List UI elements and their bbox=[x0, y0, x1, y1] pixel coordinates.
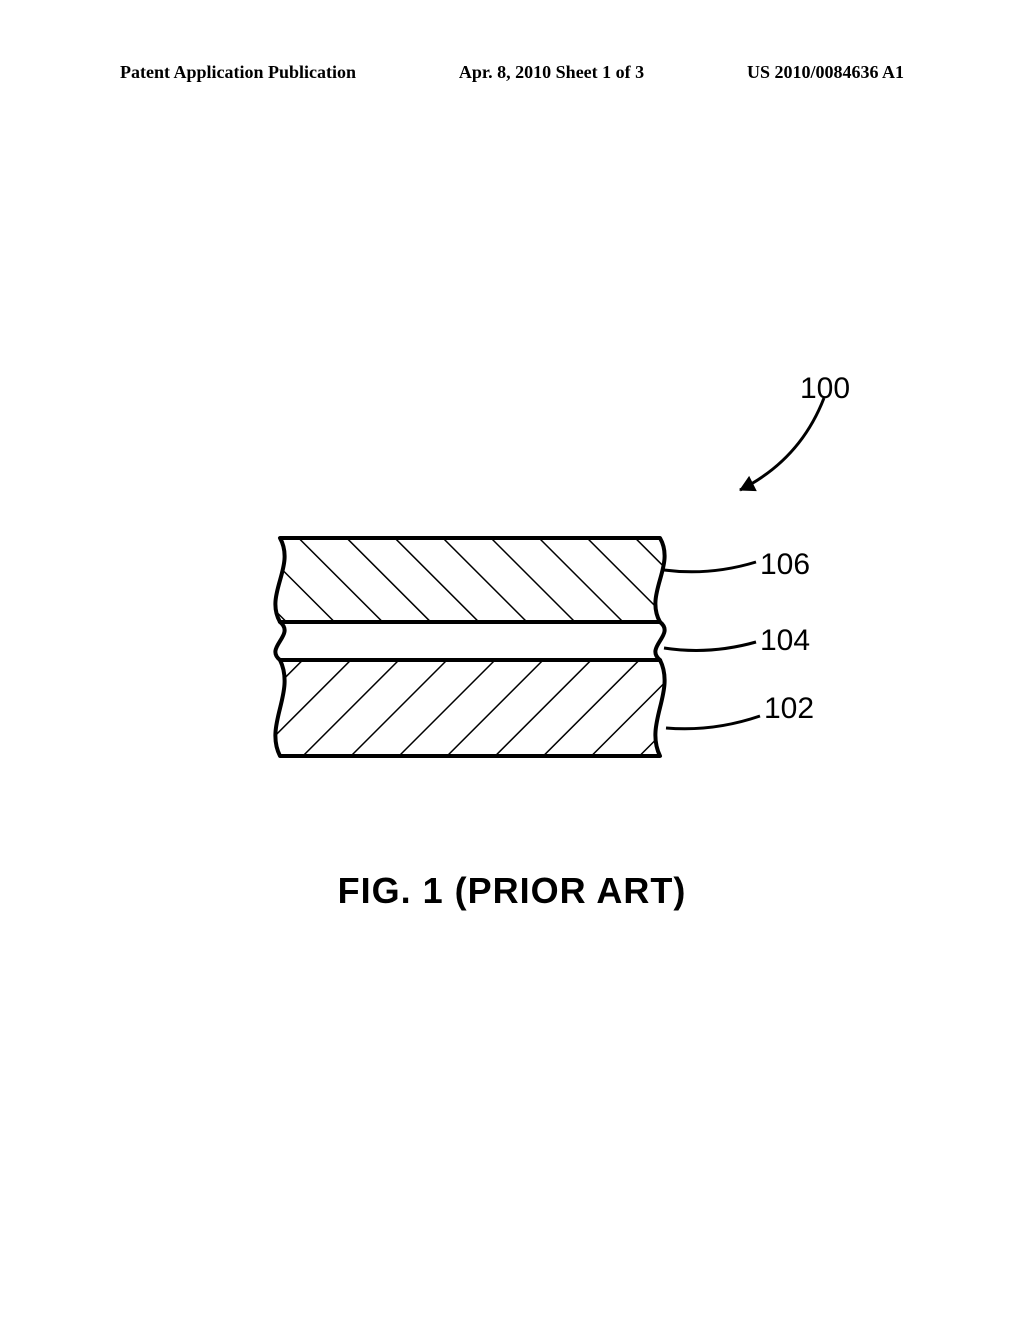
layer-bottom_layer bbox=[275, 660, 664, 756]
ref-label-102: 102 bbox=[764, 692, 814, 726]
leader-line-104 bbox=[664, 642, 756, 650]
leader-line-102 bbox=[666, 716, 760, 729]
ref-label-104: 104 bbox=[760, 624, 810, 658]
leader-line-106 bbox=[664, 562, 756, 572]
assembly-pointer-curve bbox=[740, 398, 824, 490]
figure-caption: FIG. 1 (PRIOR ART) bbox=[0, 870, 1024, 912]
page: Patent Application Publication Apr. 8, 2… bbox=[0, 0, 1024, 1320]
layer-middle_layer bbox=[275, 622, 664, 660]
layer-top_layer bbox=[275, 538, 664, 622]
ref-label-100: 100 bbox=[800, 372, 850, 406]
figure-svg bbox=[0, 0, 1024, 1320]
ref-label-106: 106 bbox=[760, 548, 810, 582]
